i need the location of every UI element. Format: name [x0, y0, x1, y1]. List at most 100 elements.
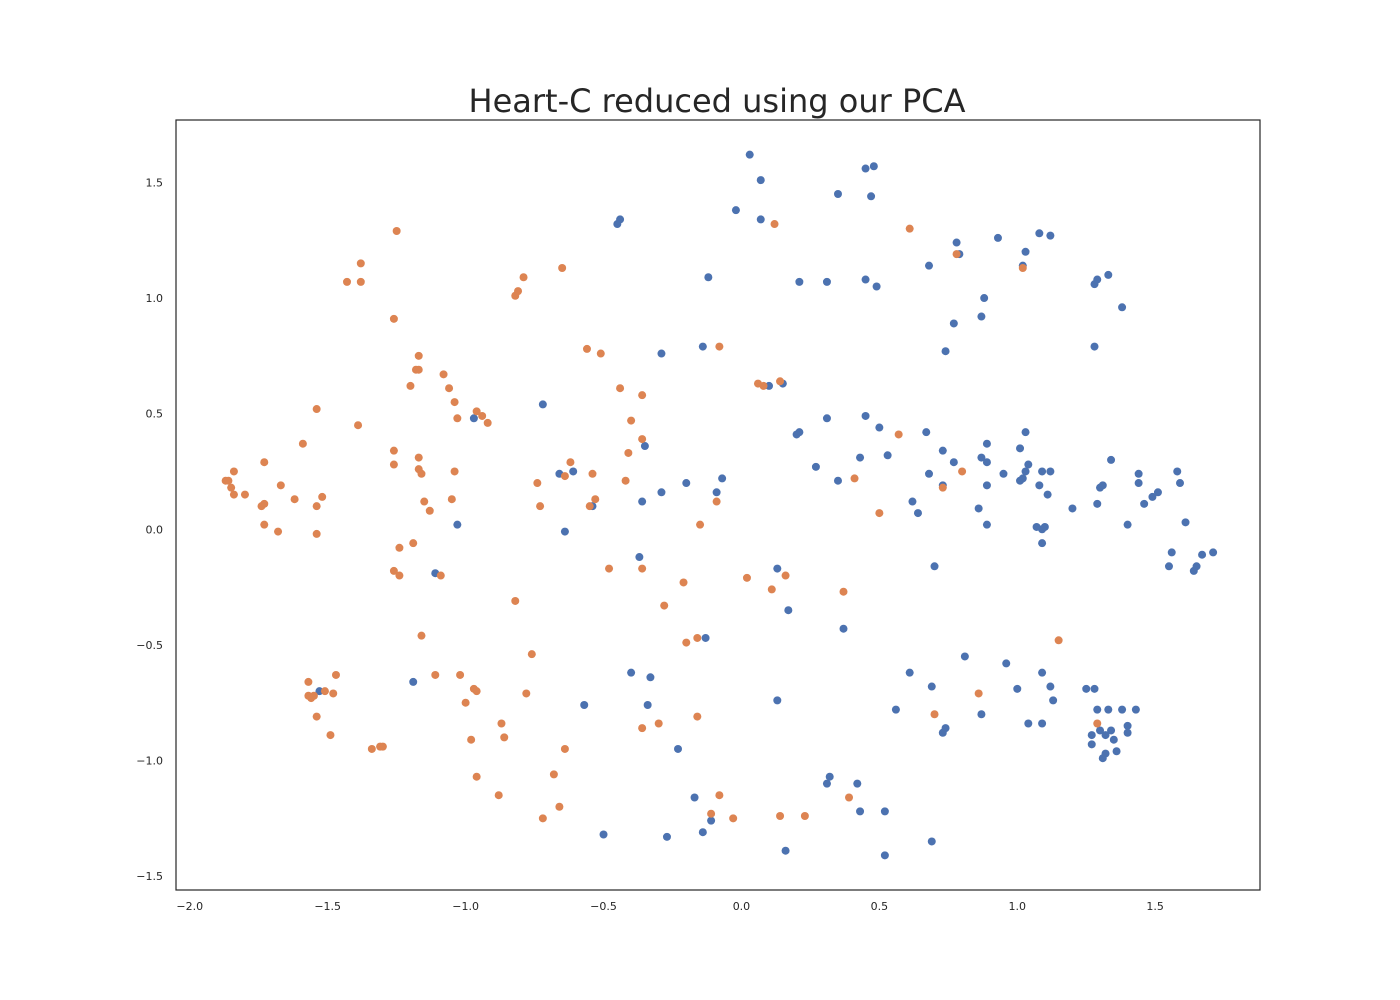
data-point [329, 689, 338, 698]
data-point [993, 233, 1002, 242]
data-point [643, 701, 652, 710]
data-point [1082, 684, 1091, 693]
data-point [367, 744, 376, 753]
data-point [1181, 518, 1190, 527]
data-point [773, 564, 782, 573]
data-point [582, 344, 591, 353]
data-point [566, 458, 575, 467]
data-point [409, 539, 418, 548]
data-point [392, 226, 401, 235]
data-point [588, 469, 597, 478]
data-point [980, 294, 989, 303]
y-tick-label: −1.0 [136, 755, 163, 768]
data-point [742, 573, 751, 582]
data-point [982, 481, 991, 490]
data-point [833, 476, 842, 485]
data-point [560, 527, 569, 536]
data-point [1087, 731, 1096, 740]
data-point [1093, 705, 1102, 714]
data-point [453, 520, 462, 529]
data-point [456, 670, 465, 679]
data-point [483, 418, 492, 427]
data-point [1040, 522, 1049, 531]
data-point [304, 677, 313, 686]
data-point [389, 446, 398, 455]
data-point [690, 793, 699, 802]
x-axis-ticks: −2.0 −1.5 −1.0 −0.5 0.0 0.5 1.0 1.5 [176, 900, 1164, 913]
data-point [450, 398, 459, 407]
data-point [938, 483, 947, 492]
data-point [833, 189, 842, 198]
data-point [999, 469, 1008, 478]
data-point [977, 710, 986, 719]
data-point [856, 807, 865, 816]
data-point [822, 414, 831, 423]
data-point [776, 812, 785, 821]
data-point [1153, 488, 1162, 497]
data-point [795, 277, 804, 286]
data-point [905, 224, 914, 233]
data-point [1098, 481, 1107, 490]
data-point [1104, 705, 1113, 714]
data-point [1054, 636, 1063, 645]
data-point [853, 779, 862, 788]
data-point [409, 677, 418, 686]
data-point [1173, 467, 1182, 476]
x-tick-label: 1.0 [1009, 900, 1027, 913]
data-point [952, 250, 961, 259]
data-point [533, 479, 542, 488]
data-points [221, 150, 1218, 860]
data-point [1192, 562, 1201, 571]
data-point [447, 495, 456, 504]
data-point [861, 164, 870, 173]
data-point [472, 772, 481, 781]
x-tick-label: 0.0 [733, 900, 751, 913]
data-point [891, 705, 900, 714]
data-point [414, 351, 423, 360]
data-point [894, 430, 903, 439]
data-point [425, 506, 434, 515]
data-point [224, 476, 233, 485]
data-point [389, 566, 398, 575]
data-point [822, 779, 831, 788]
data-point [585, 502, 594, 511]
data-point [1101, 731, 1110, 740]
data-point [1104, 270, 1113, 279]
data-point [682, 638, 691, 647]
data-point [861, 275, 870, 284]
data-point [389, 460, 398, 469]
data-point [784, 606, 793, 615]
series-1 [315, 150, 1218, 860]
data-point [461, 698, 470, 707]
data-point [638, 564, 647, 573]
data-point [453, 414, 462, 423]
data-point [1049, 696, 1058, 705]
data-point [538, 400, 547, 409]
data-point [1123, 728, 1132, 737]
data-point [624, 448, 633, 457]
data-point [536, 502, 545, 511]
data-point [494, 791, 503, 800]
data-point [657, 488, 666, 497]
data-point [850, 474, 859, 483]
y-tick-label: 0.0 [146, 523, 164, 536]
data-point [1167, 548, 1176, 557]
data-point [616, 384, 625, 393]
data-point [765, 381, 774, 390]
data-point [674, 744, 683, 753]
data-point [500, 733, 509, 742]
data-point [811, 462, 820, 471]
data-point [472, 687, 481, 696]
data-point [627, 416, 636, 425]
data-point [941, 347, 950, 356]
x-tick-label: 1.5 [1146, 900, 1164, 913]
data-point [773, 696, 782, 705]
data-point [638, 724, 647, 733]
data-point [605, 564, 614, 573]
data-point [1043, 490, 1052, 499]
data-point [839, 624, 848, 633]
data-point [745, 150, 754, 159]
data-point [229, 467, 238, 476]
data-point [599, 830, 608, 839]
data-point [1164, 562, 1173, 571]
